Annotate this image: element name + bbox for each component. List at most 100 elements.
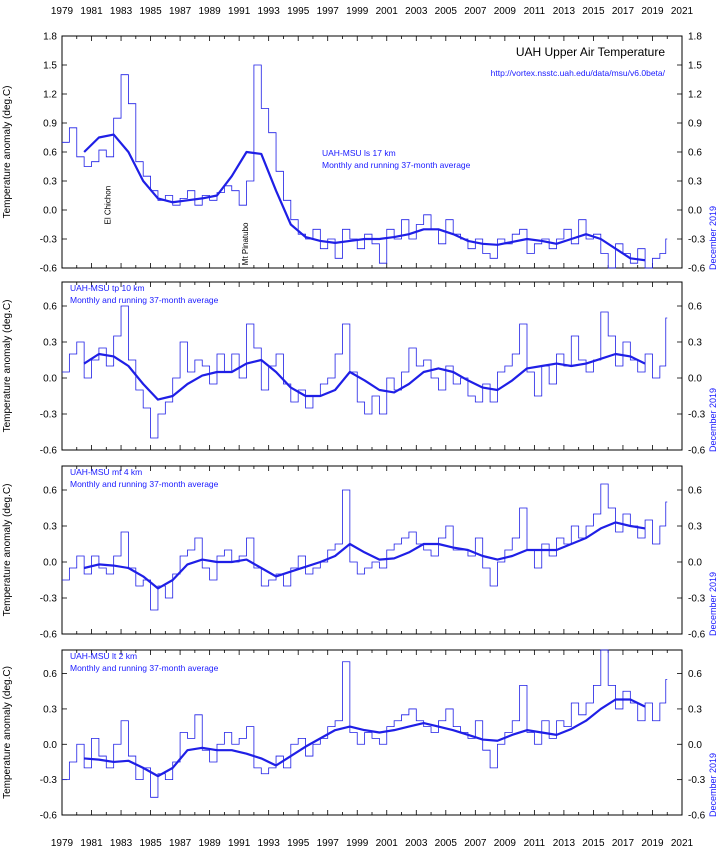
x-tick-label-top: 1989 — [198, 6, 221, 17]
y-tick-label-right: 0.3 — [688, 704, 702, 715]
panel-sublabel: Monthly and running 37-month average — [322, 160, 471, 170]
y-tick-label-right: -0.6 — [688, 446, 706, 457]
y-tick-label-left: 0.6 — [43, 148, 57, 159]
x-tick-label-bottom: 1981 — [80, 838, 103, 849]
y-tick-label-right: 0.9 — [688, 119, 702, 130]
x-tick-label-top: 2001 — [376, 6, 399, 17]
y-tick-label-right: -0.6 — [688, 630, 706, 641]
y-tick-label-right: 1.2 — [688, 90, 702, 101]
y-tick-label-right: -0.6 — [688, 811, 706, 822]
x-tick-label-top: 1985 — [139, 6, 162, 17]
x-tick-label-top: 1983 — [110, 6, 133, 17]
panel-frame — [61, 281, 683, 451]
running-average-line — [83, 133, 646, 262]
y-tick-label-left: -0.3 — [40, 775, 58, 786]
y-tick-label-right: -0.6 — [688, 264, 706, 275]
running-average-line — [83, 521, 646, 590]
x-tick-label-bottom: 1991 — [228, 838, 251, 849]
event-annotation: Mt Pinatubo — [241, 222, 250, 265]
y-tick-label-left: 0.3 — [43, 522, 57, 533]
x-tick-label-top: 1999 — [346, 6, 369, 17]
running-average-line — [83, 352, 646, 401]
y-tick-label-left: 0.6 — [43, 486, 57, 497]
x-tick-label-top: 2021 — [671, 6, 694, 17]
y-tick-label-left: -0.3 — [40, 594, 58, 605]
x-tick-label-top: 1997 — [317, 6, 340, 17]
x-tick-label-top: 1993 — [258, 6, 281, 17]
y-tick-label-left: -0.3 — [40, 410, 58, 421]
x-tick-label-top: 2007 — [464, 6, 487, 17]
y-tick-label-right: 0.0 — [688, 374, 702, 385]
x-tick-label-bottom: 1997 — [317, 838, 340, 849]
x-tick-label-bottom: 2001 — [376, 838, 399, 849]
y-tick-label-left: 1.8 — [43, 32, 57, 43]
y-tick-label-left: 0.0 — [43, 740, 57, 751]
x-tick-label-bottom: 2011 — [524, 838, 546, 849]
y-tick-label-left: 0.0 — [43, 206, 57, 217]
y-tick-label-right: 0.6 — [688, 302, 702, 313]
panel-label: UAH-MSU tp 10 km — [70, 283, 145, 293]
monthly-series-line — [62, 483, 668, 611]
x-tick-label-bottom: 2017 — [612, 838, 635, 849]
y-tick-label-right: 0.3 — [688, 177, 702, 188]
x-tick-label-bottom: 2021 — [671, 838, 694, 849]
x-tick-label-bottom: 1983 — [110, 838, 133, 849]
x-tick-label-top: 2015 — [582, 6, 605, 17]
y-tick-label-right: 0.3 — [688, 338, 702, 349]
panel-sublabel: Monthly and running 37-month average — [70, 295, 219, 305]
y-tick-label-left: 0.3 — [43, 704, 57, 715]
x-tick-label-bottom: 1987 — [169, 838, 192, 849]
y-tick-label-left: 0.3 — [43, 177, 57, 188]
x-tick-label-bottom: 2005 — [435, 838, 458, 849]
y-tick-label-left: 0.0 — [43, 374, 57, 385]
x-tick-label-top: 2017 — [612, 6, 635, 17]
chart-panels: 1979 1979 1981 1981 1983 1983 1985 1985 1987 1987… — [2, 6, 718, 849]
y-tick-label-left: 0.6 — [43, 302, 57, 313]
x-tick-label-bottom: 2003 — [405, 838, 428, 849]
y-tick-label-left: 0.6 — [43, 669, 57, 680]
y-tick-label-right: 0.3 — [688, 522, 702, 533]
y-tick-label-right: -0.3 — [688, 775, 706, 786]
x-tick-label-bottom: 2007 — [464, 838, 487, 849]
panel-label: UAH-MSU ls 17 km — [322, 148, 396, 158]
x-tick-label-bottom: 1993 — [258, 838, 281, 849]
event-annotation: El Chichon — [104, 186, 113, 225]
panel-frame — [61, 465, 683, 635]
x-tick-label-top: 1995 — [287, 6, 310, 17]
y-tick-label-right: 0.0 — [688, 558, 702, 569]
x-tick-label-top: 1987 — [169, 6, 192, 17]
x-tick-label-bottom: 1989 — [198, 838, 221, 849]
y-tick-label-right: 0.0 — [688, 206, 702, 217]
x-tick-label-top: 1991 — [228, 6, 251, 17]
y-axis-label: Temperature anomaly (deg.C) — [2, 484, 13, 617]
monthly-series-line — [62, 64, 668, 269]
x-tick-label-top: 2009 — [494, 6, 517, 17]
monthly-series-line — [62, 305, 668, 439]
y-tick-label-left: -0.6 — [40, 811, 58, 822]
x-tick-label-bottom: 1999 — [346, 838, 369, 849]
x-tick-label-bottom: 1995 — [287, 838, 310, 849]
chart-title: UAH Upper Air Temperature — [516, 45, 666, 59]
y-tick-label-left: -0.3 — [40, 235, 58, 246]
x-tick-label-top: 2019 — [641, 6, 664, 17]
x-tick-label-bottom: 2013 — [553, 838, 576, 849]
y-tick-label-left: 1.2 — [43, 90, 57, 101]
x-tick-label-top: 2003 — [405, 6, 428, 17]
y-tick-label-right: -0.3 — [688, 594, 706, 605]
panel-label: UAH-MSU mt 4 km — [70, 467, 142, 477]
y-tick-label-right: -0.3 — [688, 410, 706, 421]
y-tick-label-left: -0.6 — [40, 630, 58, 641]
y-tick-label-left: -0.6 — [40, 446, 58, 457]
y-axis-label: Temperature anomaly (deg.C) — [2, 300, 13, 433]
y-tick-label-right: 1.8 — [688, 32, 702, 43]
y-tick-label-right: 0.6 — [688, 486, 702, 497]
y-tick-label-right: 1.5 — [688, 61, 702, 72]
y-tick-label-left: 0.9 — [43, 119, 57, 130]
panel-sublabel: Monthly and running 37-month average — [70, 663, 219, 673]
x-tick-label-top: 2013 — [553, 6, 576, 17]
monthly-series-line — [62, 649, 668, 798]
y-axis-label: Temperature anomaly (deg.C) — [2, 666, 13, 799]
x-tick-label-bottom: 1979 — [51, 838, 74, 849]
end-date-note: December 2019 — [708, 572, 718, 636]
